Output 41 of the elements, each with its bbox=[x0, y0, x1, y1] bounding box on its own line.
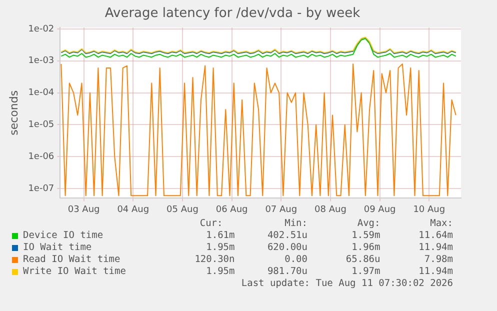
text: 0.00 bbox=[284, 254, 308, 266]
legend-label: Read IO Wait time bbox=[23, 254, 120, 266]
y-tick-label: 1e-03 bbox=[28, 56, 54, 66]
y-tick-label: 1e-05 bbox=[28, 120, 54, 130]
x-tick-label: 07 Aug bbox=[265, 204, 298, 215]
x-tick-label: 10 Aug bbox=[413, 204, 446, 215]
text: 981.70u bbox=[266, 266, 308, 278]
legend-label: Write IO Wait time bbox=[23, 266, 126, 278]
text: 402.51u bbox=[266, 230, 308, 242]
y-axis-title: seconds bbox=[7, 90, 20, 136]
x-tick-label: 09 Aug bbox=[364, 204, 396, 215]
text: Min: bbox=[284, 218, 308, 230]
y-tick-label: 1e-02 bbox=[28, 24, 54, 34]
y-tick-label: 1e-06 bbox=[28, 152, 54, 162]
legend-label: Device IO time bbox=[23, 230, 104, 242]
text: 1.95m bbox=[205, 242, 235, 254]
text: 1.95m bbox=[205, 266, 235, 278]
y-tick-label: 1e-07 bbox=[28, 184, 54, 194]
y-tick-label: 1e-04 bbox=[28, 88, 54, 98]
text: Last update: Tue Aug 11 07:30:02 2026 bbox=[240, 278, 454, 290]
text: Max: bbox=[429, 218, 453, 230]
text: 11.94m bbox=[418, 242, 453, 254]
x-tick-label: 06 Aug bbox=[216, 204, 248, 215]
x-tick-label: 05 Aug bbox=[166, 204, 198, 215]
text: 11.94m bbox=[418, 266, 453, 278]
legend-label: IO Wait time bbox=[23, 242, 92, 254]
text: 7.98m bbox=[423, 254, 453, 266]
text: Cur: bbox=[198, 218, 224, 230]
text: 1.59m bbox=[350, 230, 380, 242]
chart-title: Average latency for /dev/vda - by week bbox=[104, 6, 361, 22]
x-tick-label: 03 Aug bbox=[68, 204, 100, 215]
text: 1.61m bbox=[205, 230, 235, 242]
text: 1.97m bbox=[350, 266, 380, 278]
text: 120.30n bbox=[194, 254, 235, 266]
text: 65.86u bbox=[344, 254, 380, 266]
text: 11.64m bbox=[418, 230, 453, 242]
text: 620.00u bbox=[266, 242, 308, 254]
x-tick-label: 04 Aug bbox=[117, 204, 150, 215]
text: 1.96m bbox=[350, 242, 380, 254]
x-tick-label: 08 Aug bbox=[314, 204, 346, 215]
text: Avg: bbox=[356, 218, 380, 230]
